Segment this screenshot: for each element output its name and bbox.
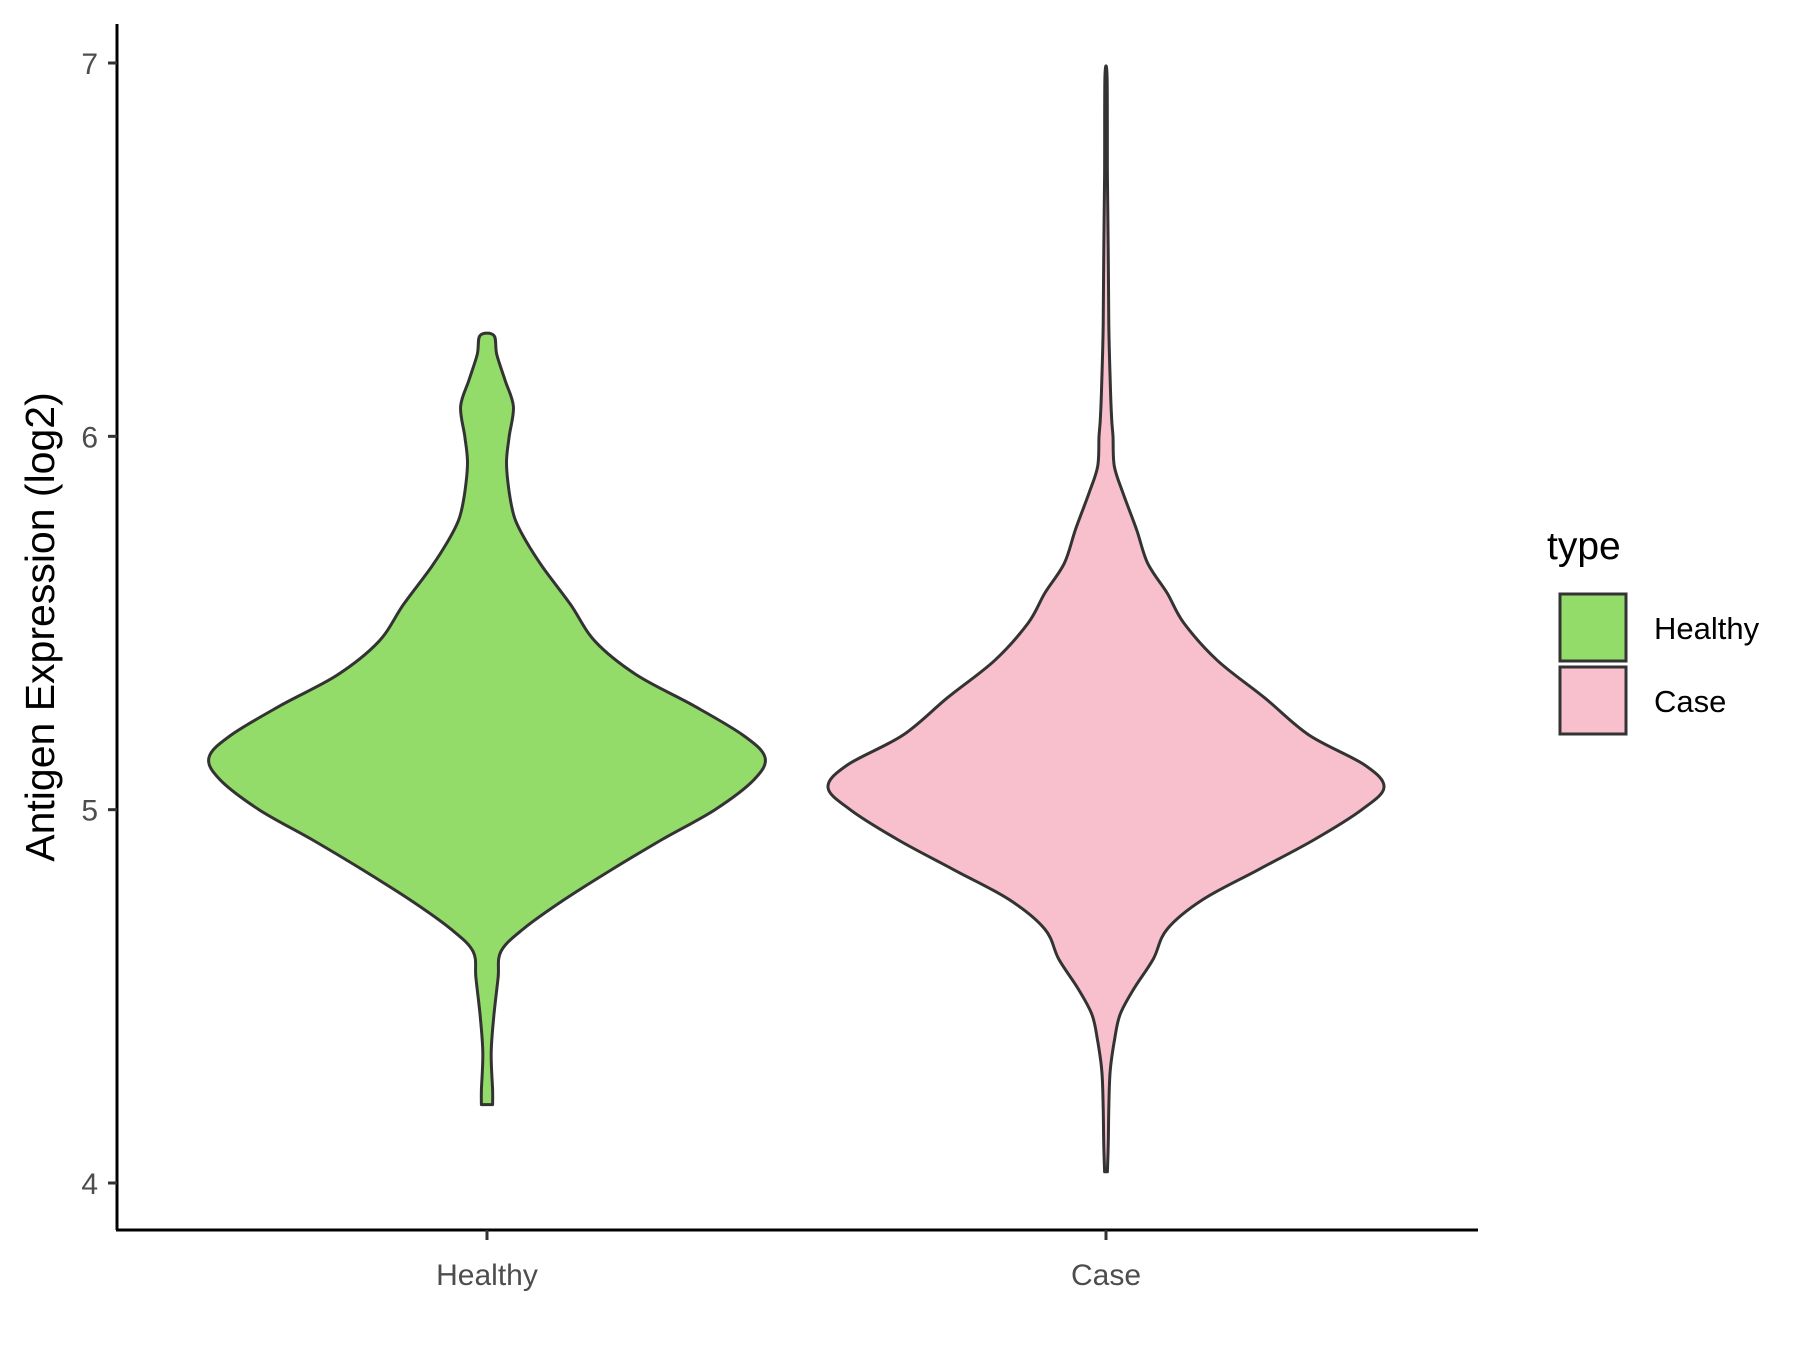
- legend-swatch-case: [1558, 665, 1628, 736]
- legend-title: type: [1547, 525, 1621, 568]
- x-tick-label: Case: [1071, 1259, 1141, 1292]
- y-tick-label: 5: [81, 795, 98, 828]
- y-tick-label: 6: [81, 421, 98, 454]
- legend-swatch-healthy: [1558, 592, 1628, 663]
- x-tick-label: Healthy: [436, 1259, 538, 1292]
- y-tick-label: 4: [81, 1168, 98, 1201]
- y-tick-label: 7: [81, 48, 98, 81]
- legend: type Healthy Case: [1547, 525, 1760, 736]
- legend-label-case: Case: [1654, 684, 1726, 719]
- x-axis-ticks: Healthy Case: [436, 1230, 1141, 1292]
- y-axis-title: Antigen Expression (log2): [17, 392, 63, 861]
- legend-label-healthy: Healthy: [1654, 611, 1760, 646]
- violin-layer: [207, 64, 1386, 1174]
- y-axis-ticks: 4 5 6 7: [81, 48, 117, 1201]
- violin-healthy: [207, 331, 767, 1107]
- violin-case: [826, 64, 1386, 1174]
